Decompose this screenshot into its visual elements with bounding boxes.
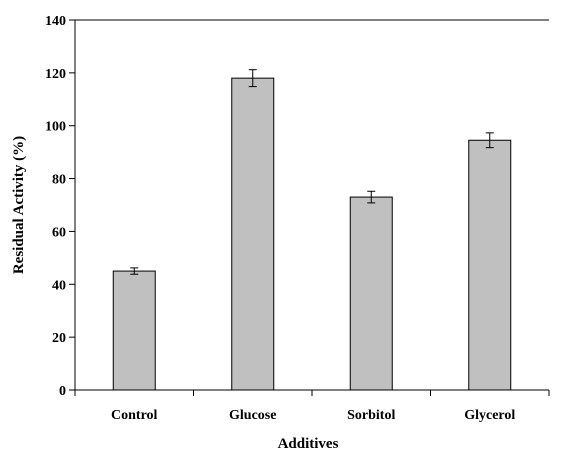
error-bars bbox=[130, 69, 494, 275]
x-axis-title: Additives bbox=[278, 436, 339, 452]
y-tick-label: 20 bbox=[52, 331, 66, 346]
y-tick-label: 80 bbox=[52, 173, 66, 188]
bar-glucose bbox=[231, 77, 275, 391]
y-tick-label: 120 bbox=[45, 67, 66, 82]
y-tick-label: 100 bbox=[45, 120, 66, 135]
y-axis-ticks bbox=[69, 19, 75, 391]
x-tick-label-control: Control bbox=[111, 408, 158, 423]
y-tick-label: 140 bbox=[45, 14, 66, 29]
x-tick-label-glycerol: Glycerol bbox=[464, 408, 515, 423]
bars bbox=[112, 77, 512, 391]
bar-sorbitol bbox=[349, 196, 393, 391]
bar-glycerol bbox=[468, 139, 512, 391]
y-axis-tick-labels: 0 20 40 60 80 100 120 140 bbox=[45, 14, 66, 399]
x-tick-label-sorbitol: Sorbitol bbox=[347, 408, 395, 423]
y-axis-title: Residual Activity (%) bbox=[11, 136, 27, 274]
bar-control bbox=[112, 270, 156, 391]
y-tick-label: 0 bbox=[59, 384, 66, 399]
x-axis-ticks bbox=[74, 390, 550, 396]
y-tick-label: 40 bbox=[52, 278, 66, 293]
x-tick-label-glucose: Glucose bbox=[229, 408, 276, 423]
x-axis-tick-labels: Control Glucose Sorbitol Glycerol bbox=[111, 408, 515, 423]
y-tick-label: 60 bbox=[52, 225, 66, 240]
